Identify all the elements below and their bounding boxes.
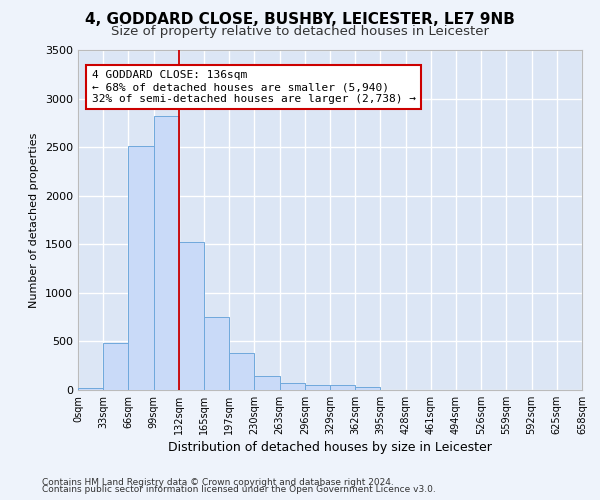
X-axis label: Distribution of detached houses by size in Leicester: Distribution of detached houses by size …: [168, 441, 492, 454]
Bar: [179, 242, 204, 390]
Bar: [103, 344, 128, 390]
Text: Contains public sector information licensed under the Open Government Licence v3: Contains public sector information licen…: [42, 486, 436, 494]
Bar: [330, 384, 355, 390]
Text: 4 GODDARD CLOSE: 136sqm
← 68% of detached houses are smaller (5,940)
32% of semi: 4 GODDARD CLOSE: 136sqm ← 68% of detache…: [92, 70, 416, 104]
Bar: [78, 388, 103, 390]
Bar: [128, 146, 154, 390]
Bar: [204, 317, 229, 390]
Text: Contains HM Land Registry data © Crown copyright and database right 2024.: Contains HM Land Registry data © Crown c…: [42, 478, 394, 487]
Bar: [280, 382, 305, 390]
Bar: [355, 387, 380, 390]
Bar: [305, 384, 330, 390]
Text: Size of property relative to detached houses in Leicester: Size of property relative to detached ho…: [111, 25, 489, 38]
Bar: [229, 353, 254, 390]
Text: 4, GODDARD CLOSE, BUSHBY, LEICESTER, LE7 9NB: 4, GODDARD CLOSE, BUSHBY, LEICESTER, LE7…: [85, 12, 515, 28]
Bar: [254, 376, 280, 390]
Bar: [154, 116, 179, 390]
Y-axis label: Number of detached properties: Number of detached properties: [29, 132, 40, 308]
